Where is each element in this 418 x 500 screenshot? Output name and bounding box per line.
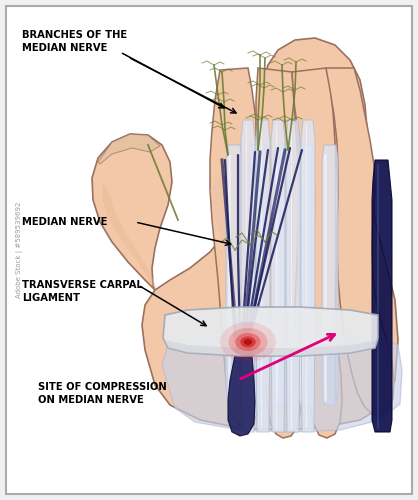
- Polygon shape: [228, 335, 255, 436]
- Ellipse shape: [244, 339, 252, 345]
- Polygon shape: [250, 145, 266, 405]
- Polygon shape: [292, 68, 342, 438]
- Polygon shape: [301, 120, 315, 432]
- Polygon shape: [102, 182, 156, 290]
- Ellipse shape: [228, 328, 268, 356]
- Polygon shape: [98, 134, 160, 164]
- Text: MEDIAN NERVE: MEDIAN NERVE: [22, 217, 107, 227]
- Ellipse shape: [235, 333, 260, 351]
- Polygon shape: [256, 120, 270, 432]
- Text: Adobe Stock | #589539692: Adobe Stock | #589539692: [16, 202, 23, 298]
- Polygon shape: [271, 120, 285, 432]
- Polygon shape: [226, 145, 242, 405]
- Polygon shape: [163, 307, 378, 356]
- Text: BRANCHES OF THE
MEDIAN NERVE: BRANCHES OF THE MEDIAN NERVE: [22, 30, 127, 53]
- Polygon shape: [142, 38, 398, 430]
- Polygon shape: [165, 340, 378, 356]
- Text: TRANSVERSE CARPAL
LIGAMENT: TRANSVERSE CARPAL LIGAMENT: [22, 280, 143, 303]
- Polygon shape: [256, 68, 300, 438]
- Polygon shape: [162, 333, 402, 432]
- Polygon shape: [326, 68, 394, 415]
- Ellipse shape: [240, 336, 256, 347]
- Polygon shape: [322, 145, 338, 405]
- Polygon shape: [210, 68, 259, 427]
- Polygon shape: [286, 120, 300, 432]
- Polygon shape: [372, 160, 392, 432]
- Polygon shape: [274, 145, 290, 405]
- Polygon shape: [210, 150, 318, 262]
- Text: SITE OF COMPRESSION
ON MEDIAN NERVE: SITE OF COMPRESSION ON MEDIAN NERVE: [38, 382, 167, 405]
- Polygon shape: [298, 145, 314, 405]
- Ellipse shape: [220, 322, 276, 362]
- Polygon shape: [241, 120, 255, 432]
- Polygon shape: [92, 134, 172, 290]
